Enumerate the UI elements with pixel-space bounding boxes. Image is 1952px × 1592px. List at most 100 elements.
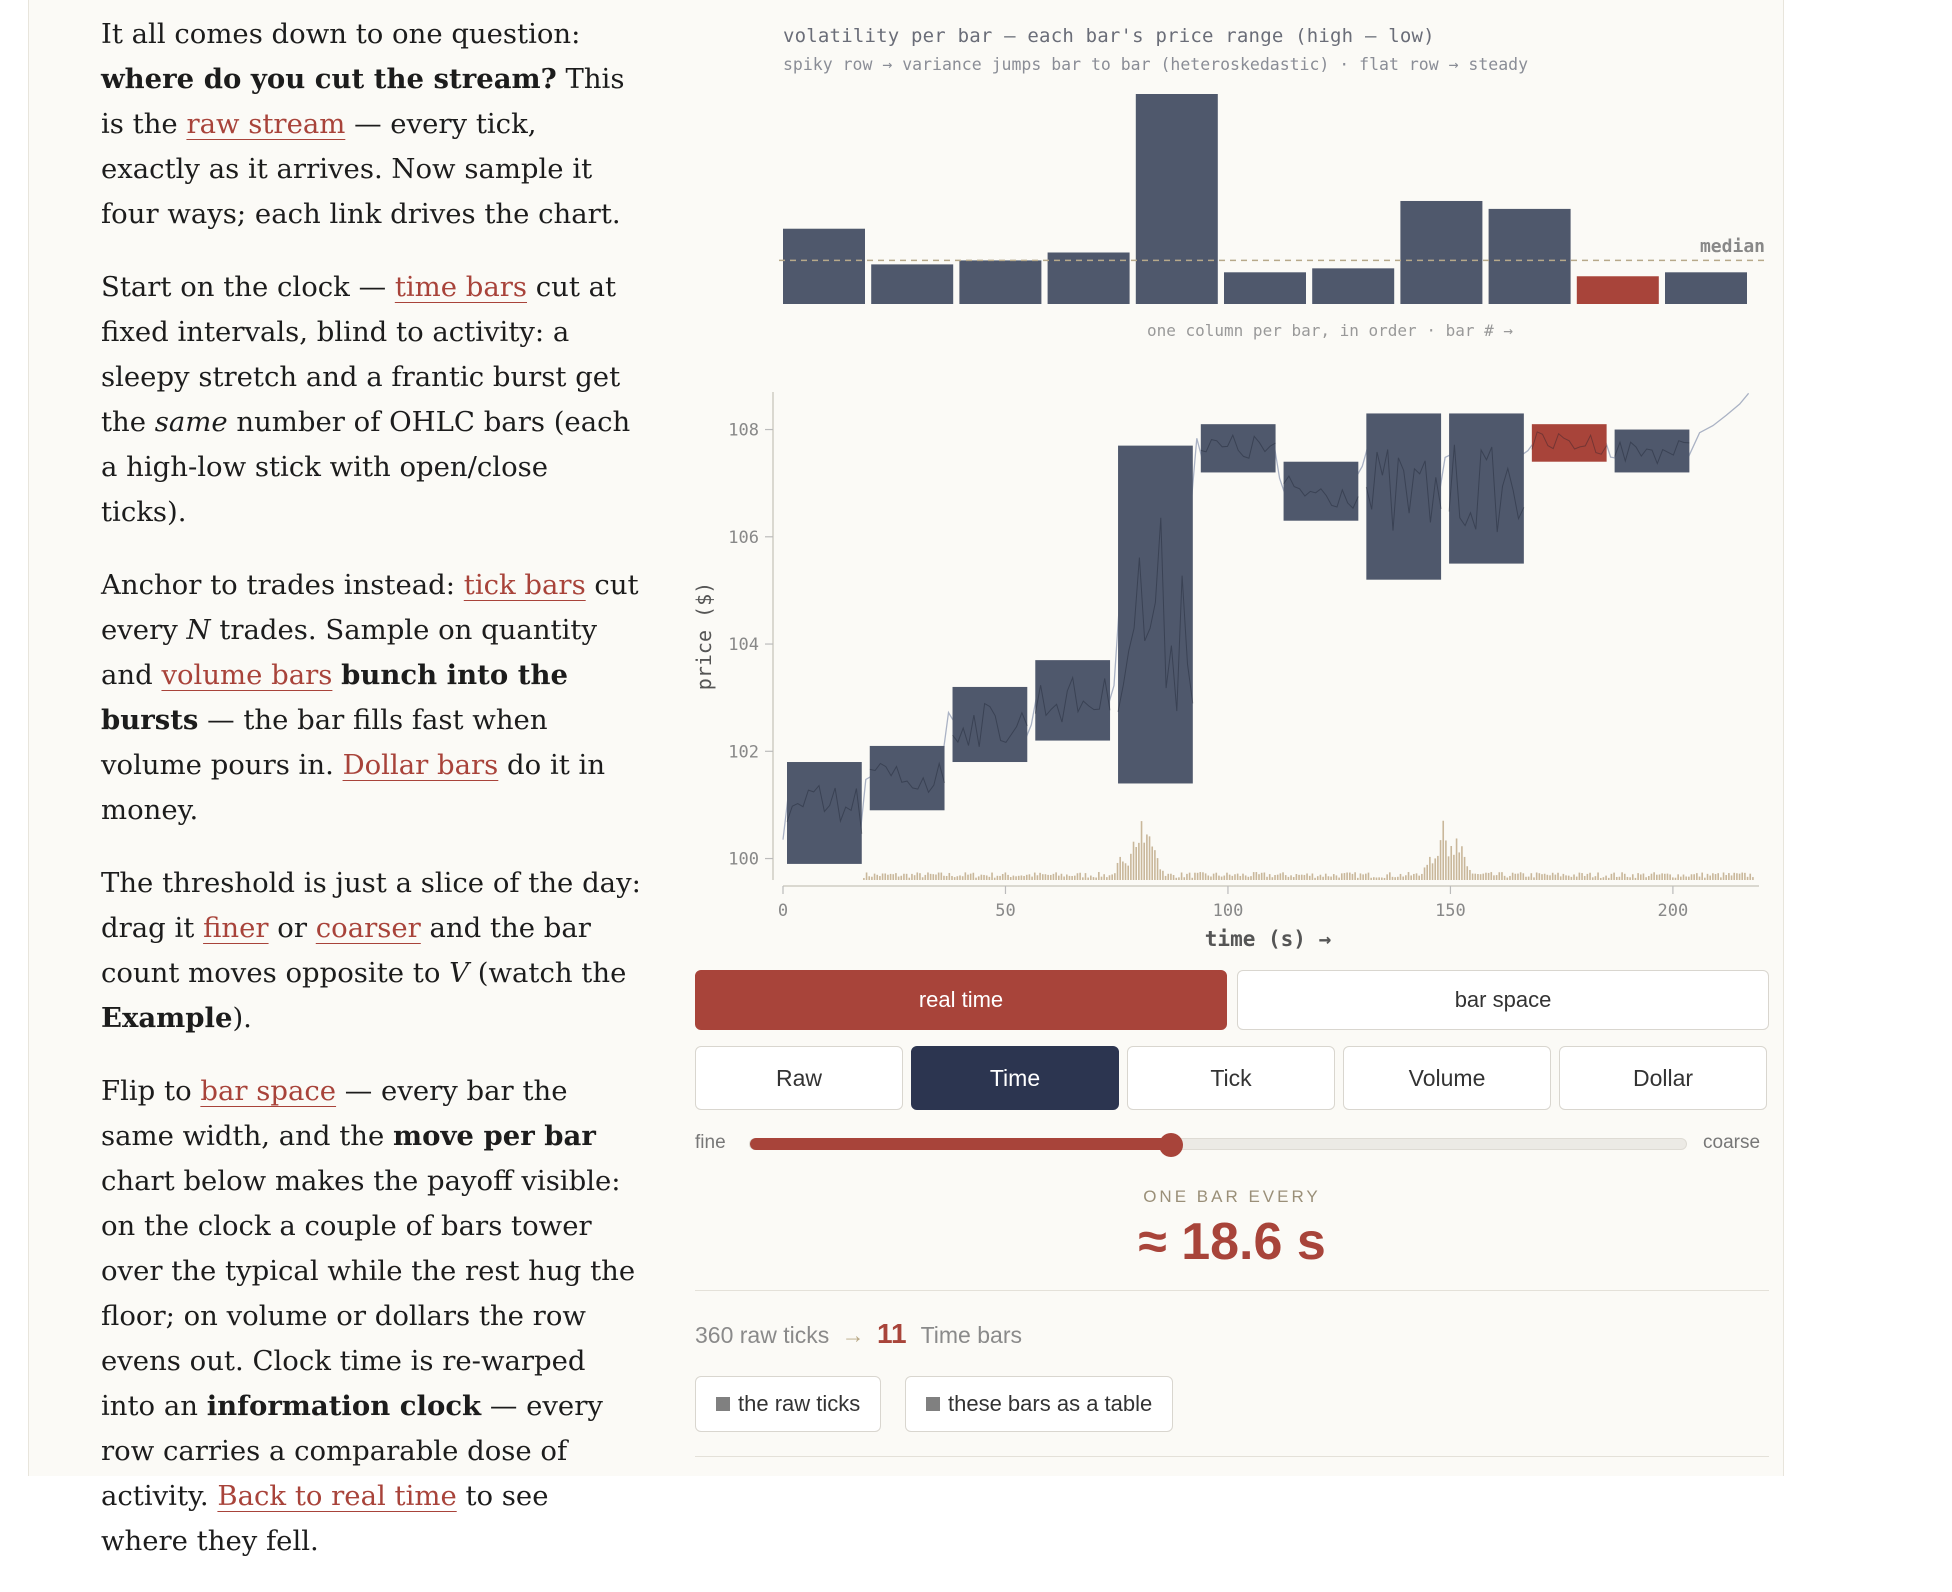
volume-tick <box>1255 872 1258 880</box>
link-time-bars[interactable]: time bars <box>394 271 528 303</box>
link-tick-bars[interactable]: tick bars <box>463 569 586 601</box>
link-dollar-bars[interactable]: Dollar bars <box>342 749 499 781</box>
link-finer[interactable]: finer <box>203 912 269 944</box>
bar-range-block <box>1118 445 1193 784</box>
bars-table-label: these bars as a table <box>948 1391 1153 1416</box>
bars-table-button[interactable]: these bars as a table <box>905 1376 1174 1432</box>
volume-tick <box>1519 872 1522 880</box>
volume-tick <box>1356 877 1359 880</box>
volume-tick <box>873 873 876 880</box>
volume-tick <box>1389 872 1391 880</box>
volume-tick <box>1055 872 1057 880</box>
text: Anchor to trades instead: <box>101 569 464 601</box>
volume-tick <box>1602 877 1605 880</box>
volume-tick <box>1351 873 1354 880</box>
volume-tick <box>1087 877 1089 880</box>
volume-tick <box>1434 858 1437 880</box>
volume-tick <box>1698 876 1701 880</box>
volume-tick <box>1423 867 1426 880</box>
volume-tick <box>1207 875 1210 880</box>
bold-text: move per bar <box>393 1120 596 1152</box>
volatility-title: volatility per bar — each bar's price ra… <box>783 25 1435 47</box>
slider-fine-label: fine <box>695 1132 726 1153</box>
volume-tick <box>1218 875 1220 880</box>
volume-tick <box>969 873 972 880</box>
volume-tick <box>1391 876 1394 880</box>
volume-tick <box>1231 875 1234 880</box>
volume-tick <box>1626 876 1629 880</box>
volume-tick <box>1330 876 1332 880</box>
volume-tick <box>1573 874 1575 880</box>
slider-fill <box>750 1138 1172 1150</box>
volume-tick <box>887 874 889 880</box>
volume-tick <box>977 876 980 880</box>
volume-tick <box>1068 875 1071 880</box>
volume-tick <box>1696 873 1698 880</box>
volume-tick <box>1447 856 1450 880</box>
link-back-to-real-time[interactable]: Back to real time <box>217 1480 457 1512</box>
volume-tick <box>953 877 956 880</box>
bold-text: information clock <box>206 1390 482 1422</box>
volatility-bar <box>1135 94 1218 304</box>
volume-tick <box>1260 872 1263 880</box>
bar-space-toggle[interactable]: bar space <box>1237 970 1769 1030</box>
volume-tick <box>1562 873 1565 880</box>
volume-tick <box>1268 874 1271 880</box>
volume-tick <box>1074 875 1076 880</box>
kind-button-raw[interactable]: Raw <box>695 1046 903 1110</box>
real-time-toggle[interactable]: real time <box>695 970 1227 1030</box>
volume-tick <box>1284 875 1287 880</box>
link-volume-bars[interactable]: volume bars <box>161 659 333 691</box>
volume-tick <box>1738 873 1741 880</box>
volume-tick <box>1116 862 1119 880</box>
volume-tick <box>1469 869 1471 880</box>
volume-tick <box>983 874 985 880</box>
text: ). <box>232 1002 252 1034</box>
volume-tick <box>1653 872 1655 880</box>
volume-tick <box>1271 877 1274 880</box>
volume-tick <box>1098 872 1100 880</box>
bold-text: Example <box>101 1002 233 1034</box>
volatility-bar <box>1488 208 1571 304</box>
bar-inner-path <box>786 784 863 834</box>
volume-tick <box>1212 873 1215 880</box>
volume-tick <box>1607 877 1610 880</box>
kind-button-dollar[interactable]: Dollar <box>1559 1046 1767 1110</box>
volume-tick <box>1365 873 1367 880</box>
volume-tick <box>1530 873 1533 880</box>
volume-tick <box>1618 876 1621 880</box>
kind-button-time[interactable]: Time <box>911 1046 1119 1110</box>
bar-type-text: Time bars <box>920 1322 1022 1348</box>
raw-ticks-button[interactable]: the raw ticks <box>695 1376 882 1432</box>
kind-button-volume[interactable]: Volume <box>1343 1046 1551 1110</box>
volume-tick <box>1634 877 1637 880</box>
volume-tick <box>1637 873 1639 880</box>
kind-button-tick[interactable]: Tick <box>1127 1046 1335 1110</box>
link-bar-space[interactable]: bar space <box>200 1075 337 1107</box>
threshold-slider[interactable] <box>749 1133 1687 1157</box>
volume-tick <box>1712 873 1714 880</box>
volume-tick <box>1170 873 1172 880</box>
volume-tick <box>1749 873 1752 880</box>
link-raw-stream[interactable]: raw stream <box>186 108 346 140</box>
volume-tick <box>1095 877 1097 880</box>
volume-tick <box>1631 874 1634 880</box>
volume-tick <box>1421 873 1423 880</box>
slider-thumb[interactable] <box>1159 1133 1184 1157</box>
volume-tick <box>1567 875 1570 880</box>
volume-tick <box>1541 874 1543 880</box>
volume-tick <box>1041 874 1044 880</box>
volume-tick <box>1314 877 1316 880</box>
volume-tick <box>1397 876 1399 880</box>
bar-inner-path <box>1034 675 1111 723</box>
divider <box>695 1456 1769 1457</box>
link-coarser[interactable]: coarser <box>315 912 421 944</box>
volume-tick <box>1146 834 1148 880</box>
volume-tick <box>1599 877 1602 880</box>
volume-tick <box>1250 876 1252 880</box>
volume-tick <box>1487 872 1490 880</box>
volume-tick <box>1007 874 1009 880</box>
volume-tick <box>1033 872 1036 880</box>
raw-tick-count: 360 <box>695 1322 734 1348</box>
volume-tick <box>1180 872 1183 880</box>
